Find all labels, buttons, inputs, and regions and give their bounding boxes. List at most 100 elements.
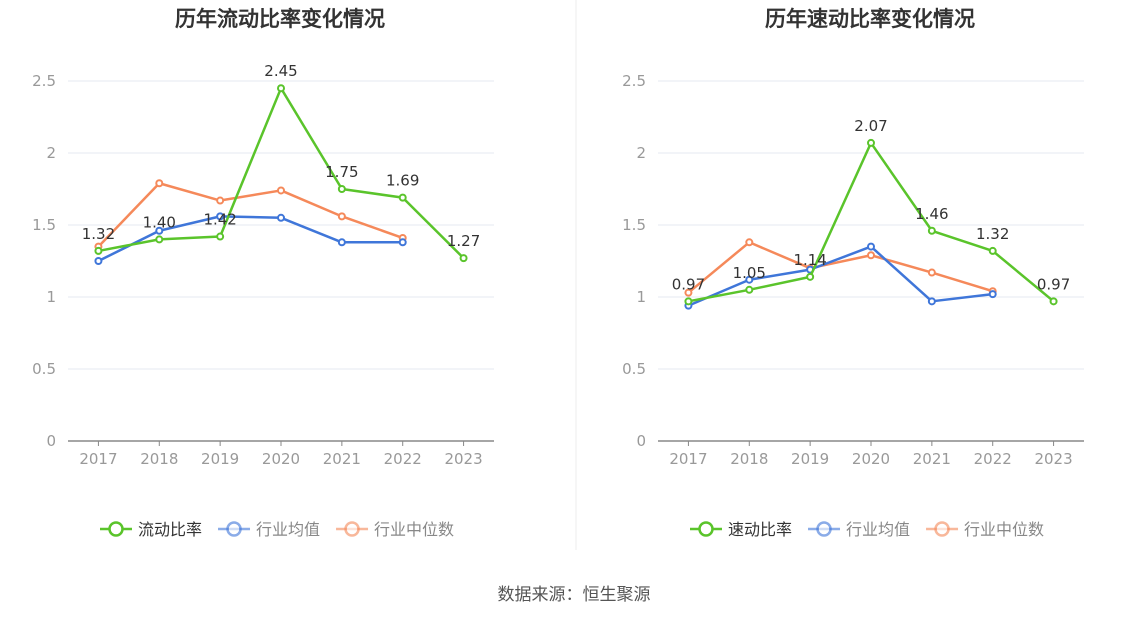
data-point[interactable]	[398, 238, 407, 247]
data-label: 1.27	[447, 232, 480, 250]
y-tick-label: 2.5	[32, 72, 56, 90]
data-point[interactable]	[155, 235, 164, 244]
series-line	[687, 241, 994, 294]
y-tick-label: 1	[636, 288, 646, 306]
data-point[interactable]	[867, 251, 875, 260]
data-label: 1.46	[915, 205, 948, 223]
data-point[interactable]	[277, 84, 285, 93]
data-label: 2.07	[854, 117, 887, 135]
data-point[interactable]	[459, 254, 468, 263]
y-tick-label: 1	[46, 288, 56, 306]
x-tick-label: 2020	[852, 450, 890, 468]
quick-ratio-chart: 历年速动比率变化情况 0 0.5 1 1.5 2 2.5 2017 2018 2019 2020 20…	[622, 7, 1084, 539]
y-tick-label: 0.5	[32, 360, 56, 378]
legend-swatch-marker	[698, 521, 714, 537]
chart-title: 历年流动比率变化情况	[175, 7, 385, 31]
data-label: 1.42	[203, 211, 236, 229]
data-point[interactable]	[1049, 297, 1058, 306]
x-tick-label: 2022	[974, 450, 1012, 468]
data-point[interactable]	[94, 246, 103, 255]
legend-item[interactable]: 行业中位数	[926, 520, 1044, 539]
x-tick-label: 2020	[262, 450, 300, 468]
data-point[interactable]	[684, 288, 693, 297]
legend-label: 行业均值	[256, 520, 320, 539]
data-point[interactable]	[745, 285, 754, 294]
y-tick-label: 1.5	[622, 216, 646, 234]
y-tick-label: 0	[46, 432, 56, 450]
data-point[interactable]	[927, 268, 936, 277]
data-point[interactable]	[216, 212, 225, 221]
y-tick-label: 0.5	[622, 360, 646, 378]
data-point[interactable]	[684, 297, 693, 306]
data-label: 2.45	[264, 62, 297, 80]
data-label: 0.97	[1037, 275, 1070, 293]
y-tick-label: 2.5	[622, 72, 646, 90]
chart-title: 历年速动比率变化情况	[765, 7, 975, 31]
x-tick-label: 2021	[913, 450, 951, 468]
data-label: 1.05	[733, 264, 766, 282]
data-label: 1.32	[976, 225, 1009, 243]
data-point[interactable]	[155, 226, 164, 235]
data-point[interactable]	[927, 297, 936, 306]
x-tick-label: 2019	[791, 450, 829, 468]
x-tick-label: 2021	[323, 450, 361, 468]
y-tick-label: 2	[46, 144, 56, 162]
data-point[interactable]	[806, 272, 815, 281]
data-point[interactable]	[745, 275, 754, 284]
x-tick-label: 2018	[730, 450, 768, 468]
series-line	[97, 215, 403, 263]
legend-label: 流动比率	[138, 520, 202, 539]
data-point[interactable]	[94, 257, 103, 265]
data-label: 1.40	[143, 213, 176, 231]
legend-label: 行业均值	[846, 520, 910, 539]
series-line	[97, 181, 404, 248]
x-tick-label: 2023	[444, 450, 482, 468]
data-point[interactable]	[277, 213, 285, 222]
legend-label: 速动比率	[728, 520, 792, 539]
x-tick-label: 2017	[79, 450, 117, 468]
data-label: 0.97	[672, 275, 705, 293]
data-point[interactable]	[216, 232, 225, 241]
legend-item[interactable]: 行业均值	[218, 520, 320, 539]
data-point[interactable]	[988, 290, 997, 299]
x-tick-label: 2019	[201, 450, 239, 468]
legend-item[interactable]: 行业均值	[808, 520, 910, 539]
data-point[interactable]	[337, 185, 346, 193]
series-line	[687, 245, 993, 307]
data-point[interactable]	[277, 186, 285, 195]
legend-swatch-marker	[226, 521, 242, 537]
data-label: 1.69	[386, 172, 419, 190]
x-tick-label: 2017	[669, 450, 707, 468]
data-source-note: 数据来源：恒生聚源	[497, 585, 651, 605]
data-label: 1.14	[793, 251, 826, 269]
legend-item[interactable]: 行业中位数	[336, 520, 454, 539]
data-point[interactable]	[216, 196, 225, 205]
data-point[interactable]	[337, 238, 346, 247]
data-point[interactable]	[398, 193, 407, 202]
legend-swatch-marker	[344, 521, 360, 537]
legend-swatch-marker	[934, 521, 950, 537]
legend-item[interactable]: 速动比率	[690, 520, 792, 539]
data-point[interactable]	[867, 138, 875, 147]
current-ratio-chart: 历年流动比率变化情况 0 0.5 1 1.5 2 2.5 2017 2018 2019 2020 20…	[32, 7, 494, 539]
data-point[interactable]	[155, 179, 164, 188]
y-tick-label: 2	[636, 144, 646, 162]
data-label: 1.32	[82, 225, 115, 243]
legend-swatch-marker	[816, 521, 832, 537]
data-point[interactable]	[867, 242, 875, 251]
legend-label: 行业中位数	[964, 520, 1044, 539]
y-tick-label: 0	[636, 432, 646, 450]
x-tick-label: 2023	[1034, 450, 1072, 468]
data-point[interactable]	[337, 212, 346, 221]
legend-item[interactable]: 流动比率	[100, 520, 202, 539]
legend-label: 行业中位数	[374, 520, 454, 539]
data-point[interactable]	[988, 246, 997, 255]
x-tick-label: 2022	[384, 450, 422, 468]
legend-swatch-marker	[108, 521, 124, 537]
x-tick-label: 2018	[140, 450, 178, 468]
y-tick-label: 1.5	[32, 216, 56, 234]
data-label: 1.75	[325, 163, 358, 181]
data-point[interactable]	[927, 226, 936, 235]
data-point[interactable]	[745, 238, 754, 247]
